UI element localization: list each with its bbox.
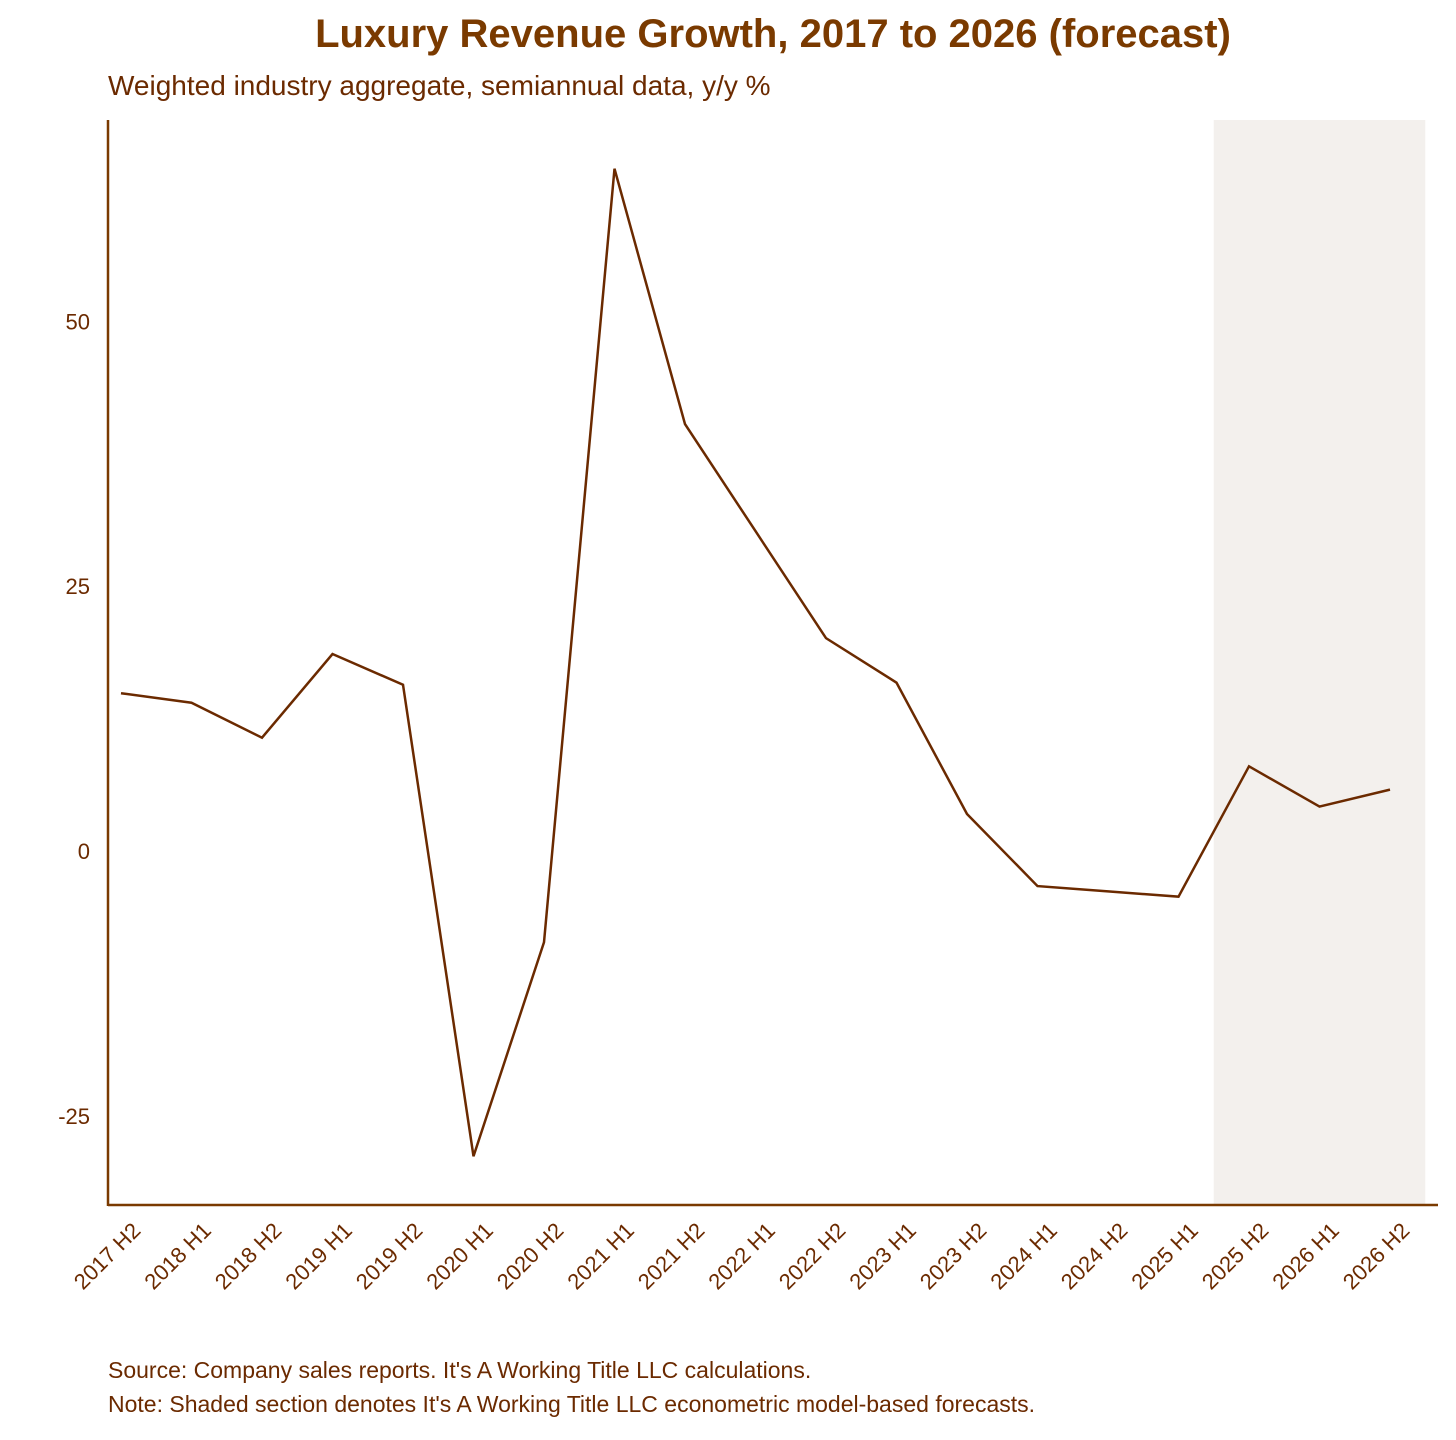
x-tick-label: 2018 H1 — [139, 1218, 216, 1295]
x-tick-label: 2026 H2 — [1338, 1218, 1415, 1295]
x-tick-label: 2024 H2 — [1056, 1218, 1133, 1295]
chart-title: Luxury Revenue Growth, 2017 to 2026 (for… — [315, 12, 1231, 56]
x-tick-label: 2019 H2 — [351, 1218, 428, 1295]
source-note: Source: Company sales reports. It's A Wo… — [108, 1357, 812, 1383]
x-tick-label: 2018 H2 — [210, 1218, 287, 1295]
x-tick-label: 2021 H1 — [562, 1218, 639, 1295]
x-tick-label: 2021 H2 — [633, 1218, 710, 1295]
x-tick-label: 2026 H1 — [1267, 1218, 1344, 1295]
y-tick-label: 25 — [66, 574, 90, 599]
forecast-note: Note: Shaded section denotes It's A Work… — [108, 1391, 1036, 1417]
x-tick-label: 2020 H2 — [492, 1218, 569, 1295]
y-tick-label: -25 — [58, 1104, 90, 1129]
x-tick-label: 2022 H2 — [774, 1218, 851, 1295]
x-tick-label: 2023 H1 — [844, 1218, 921, 1295]
x-tick-label: 2020 H1 — [421, 1218, 498, 1295]
x-tick-label: 2017 H2 — [69, 1218, 146, 1295]
series-line — [120, 168, 1391, 1157]
x-tick-label: 2023 H2 — [915, 1218, 992, 1295]
x-tick-label: 2025 H1 — [1126, 1218, 1203, 1295]
chart-subtitle: Weighted industry aggregate, semiannual … — [108, 70, 771, 101]
y-tick-label: 0 — [78, 839, 90, 864]
x-tick-label: 2025 H2 — [1197, 1218, 1274, 1295]
x-tick-label: 2022 H1 — [703, 1218, 780, 1295]
x-tick-label: 2024 H1 — [985, 1218, 1062, 1295]
forecast-shade — [1213, 120, 1426, 1205]
y-tick-label: 50 — [66, 309, 90, 334]
x-tick-label: 2019 H1 — [280, 1218, 357, 1295]
